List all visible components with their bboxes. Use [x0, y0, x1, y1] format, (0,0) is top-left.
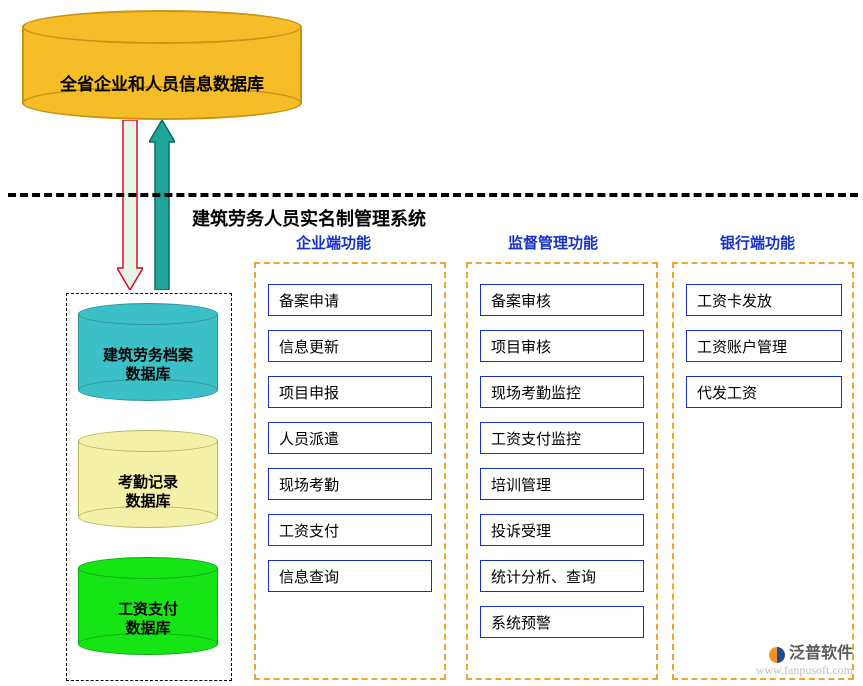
column-title-0: 企业端功能	[296, 232, 371, 253]
diagram-canvas: 全省企业和人员信息数据库 建筑劳务人员实名制管理系统 建筑劳务档案数据库 考勤记…	[0, 0, 863, 686]
column-title-1: 监督管理功能	[508, 232, 598, 253]
cylinder-top	[78, 303, 218, 325]
function-item: 代发工资	[686, 376, 842, 408]
function-item: 系统预警	[480, 606, 644, 638]
watermark-brand: 泛普软件	[789, 645, 853, 662]
watermark-url: www.fanpusoft.com	[756, 663, 853, 678]
function-item: 统计分析、查询	[480, 560, 644, 592]
function-item: 备案审核	[480, 284, 644, 316]
function-item: 工资卡发放	[686, 284, 842, 316]
function-item: 人员派遣	[268, 422, 432, 454]
function-item: 信息更新	[268, 330, 432, 362]
divider-line	[8, 193, 858, 197]
watermark-brand-line: 泛普软件	[756, 639, 853, 663]
cylinder-top	[22, 10, 302, 44]
sub-database-label: 建筑劳务档案数据库	[78, 347, 218, 385]
function-item: 工资支付监控	[480, 422, 644, 454]
function-item: 信息查询	[268, 560, 432, 592]
sub-database-2: 工资支付数据库	[78, 557, 218, 655]
function-item: 项目申报	[268, 376, 432, 408]
arrow-up-icon	[149, 120, 175, 290]
main-database-cylinder: 全省企业和人员信息数据库	[22, 10, 302, 120]
function-item: 工资支付	[268, 514, 432, 546]
function-item: 项目审核	[480, 330, 644, 362]
sub-database-0: 建筑劳务档案数据库	[78, 303, 218, 401]
function-item: 备案申请	[268, 284, 432, 316]
main-database-label: 全省企业和人员信息数据库	[22, 70, 302, 95]
cylinder-top	[78, 430, 218, 452]
function-item: 培训管理	[480, 468, 644, 500]
cylinder-top	[78, 557, 218, 579]
watermark-logo-icon	[769, 647, 785, 663]
function-item: 工资账户管理	[686, 330, 842, 362]
function-item: 现场考勤	[268, 468, 432, 500]
sub-database-label: 工资支付数据库	[78, 601, 218, 639]
watermark: 泛普软件 www.fanpusoft.com	[756, 639, 853, 678]
function-item: 投诉受理	[480, 514, 644, 546]
sub-database-label: 考勤记录数据库	[78, 474, 218, 512]
column-title-2: 银行端功能	[720, 232, 795, 253]
section-title: 建筑劳务人员实名制管理系统	[192, 205, 426, 231]
function-item: 现场考勤监控	[480, 376, 644, 408]
arrow-down-icon	[117, 120, 143, 290]
function-column-2	[672, 262, 854, 680]
sub-database-1: 考勤记录数据库	[78, 430, 218, 528]
